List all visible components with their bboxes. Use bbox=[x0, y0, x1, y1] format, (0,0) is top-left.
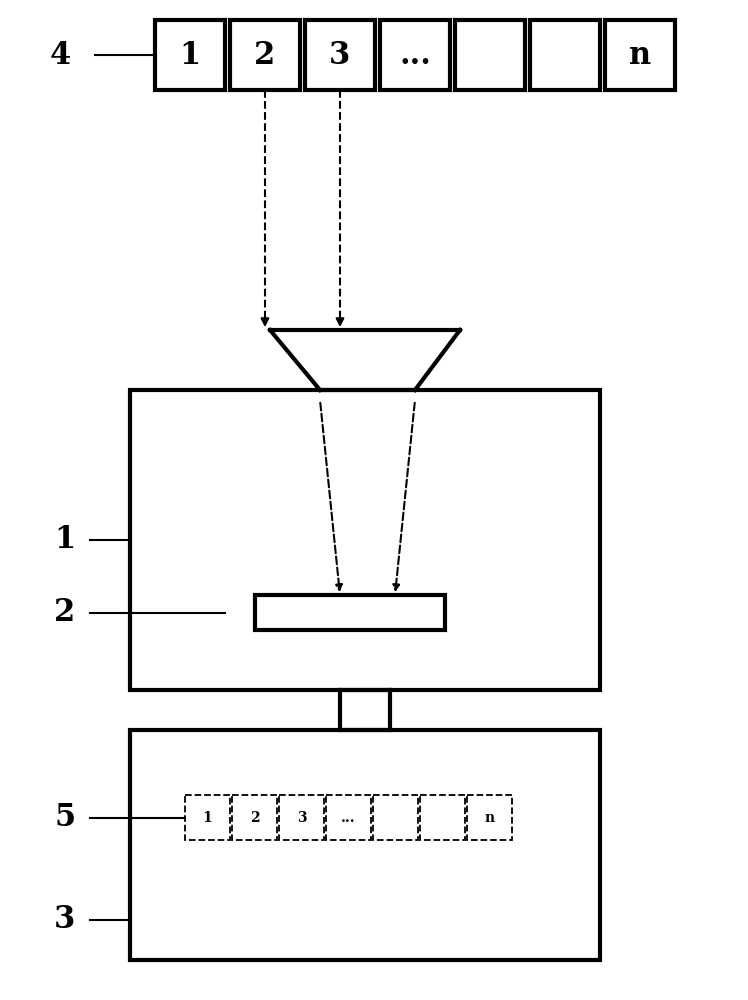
Bar bbox=[380, 20, 450, 90]
Bar bbox=[130, 730, 600, 960]
Text: 1: 1 bbox=[55, 524, 76, 556]
Text: 2: 2 bbox=[254, 39, 275, 70]
Text: ...: ... bbox=[341, 810, 356, 824]
Text: 3: 3 bbox=[297, 810, 307, 824]
Text: 1: 1 bbox=[203, 810, 212, 824]
Bar bbox=[185, 795, 230, 840]
Bar bbox=[326, 795, 371, 840]
Text: n: n bbox=[629, 39, 651, 70]
Bar bbox=[305, 20, 375, 90]
Text: 3: 3 bbox=[55, 904, 76, 936]
Bar bbox=[530, 20, 600, 90]
Bar bbox=[467, 795, 512, 840]
Text: 4: 4 bbox=[49, 39, 70, 70]
Text: n: n bbox=[485, 810, 494, 824]
Bar bbox=[605, 20, 675, 90]
Bar bbox=[255, 595, 445, 630]
Bar bbox=[373, 795, 418, 840]
Bar bbox=[279, 795, 324, 840]
Bar bbox=[130, 390, 600, 690]
Text: 5: 5 bbox=[55, 802, 76, 833]
Text: 3: 3 bbox=[329, 39, 351, 70]
Text: 2: 2 bbox=[55, 597, 76, 628]
Text: ...: ... bbox=[399, 39, 431, 70]
Bar bbox=[455, 20, 525, 90]
Bar bbox=[155, 20, 225, 90]
Text: 1: 1 bbox=[180, 39, 200, 70]
Bar bbox=[230, 20, 300, 90]
Text: 2: 2 bbox=[250, 810, 260, 824]
Bar bbox=[420, 795, 465, 840]
Bar bbox=[232, 795, 277, 840]
